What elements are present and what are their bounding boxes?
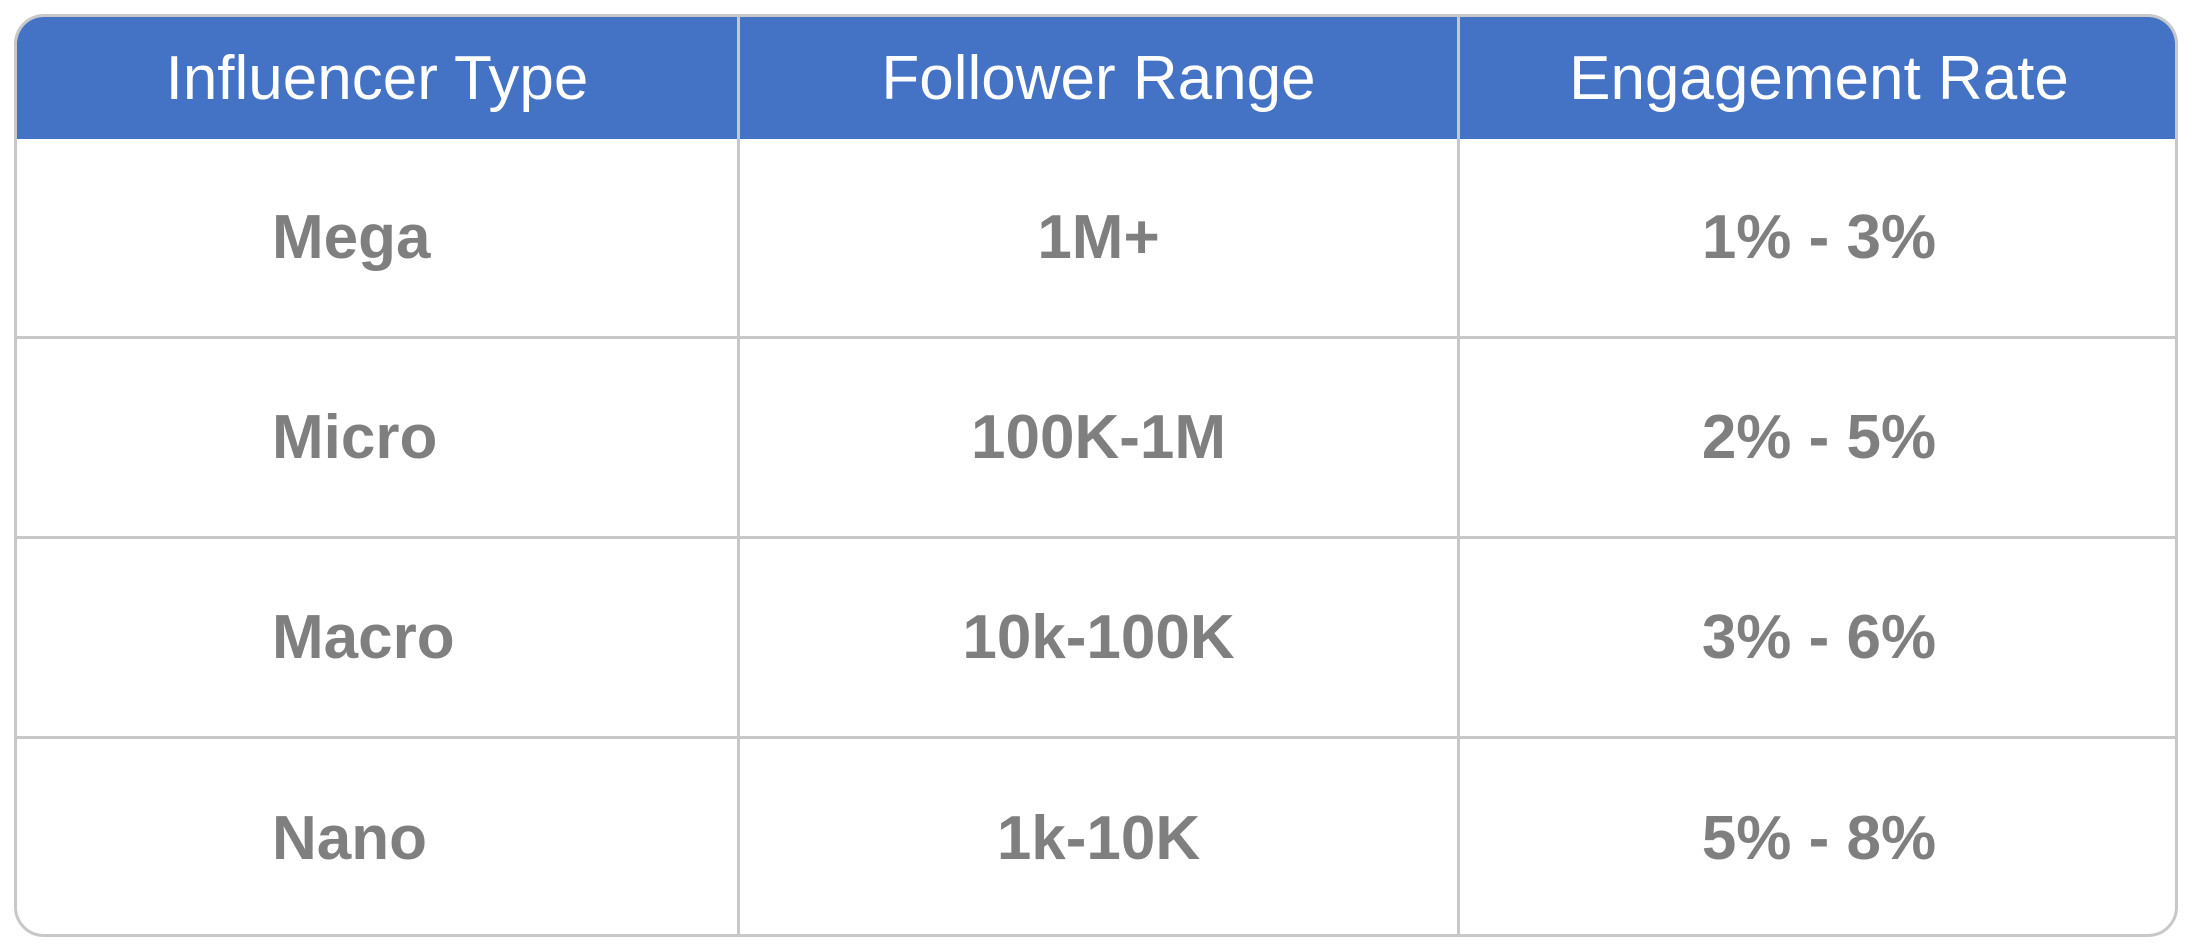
table-cell-engagement-rate: 2% - 5% [1460,339,2175,539]
header-cell-influencer-type: Influencer Type [17,17,740,139]
header-cell-engagement-rate: Engagement Rate [1460,17,2175,139]
table-cell-type: Nano [17,739,740,934]
table-cell-type: Micro [17,339,740,539]
header-cell-follower-range: Follower Range [740,17,1460,139]
influencer-table: Influencer Type Follower Range Engagemen… [14,14,2178,937]
table-cell-follower-range: 1M+ [740,139,1460,339]
table-cell-type: Mega [17,139,740,339]
table-cell-follower-range: 1k-10K [740,739,1460,934]
table-cell-engagement-rate: 3% - 6% [1460,539,2175,739]
table-cell-type: Macro [17,539,740,739]
table-cell-follower-range: 10k-100K [740,539,1460,739]
table-cell-follower-range: 100K-1M [740,339,1460,539]
table-cell-engagement-rate: 5% - 8% [1701,803,1937,873]
table-cell-engagement-rate: 1% - 3% [1460,139,2175,339]
table-grid: Influencer Type Follower Range Engagemen… [17,17,2175,934]
